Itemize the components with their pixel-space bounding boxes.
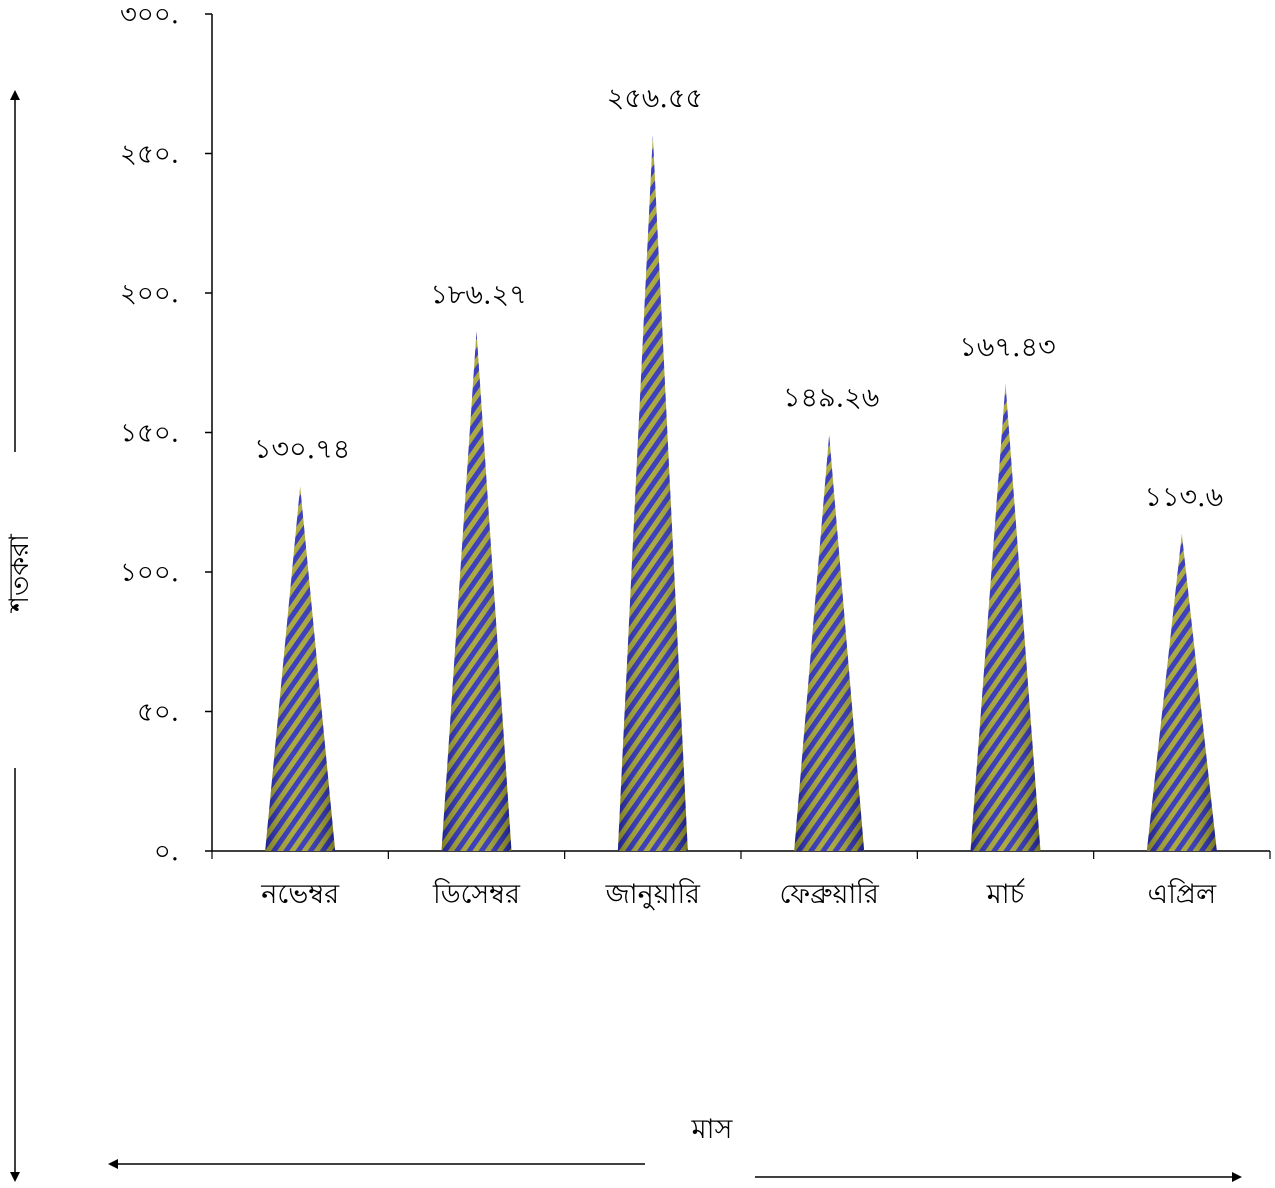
- cone-bar-shading: [441, 331, 512, 851]
- category-label: এপ্রিল: [1148, 878, 1217, 910]
- category-label: জানুয়ারি: [605, 878, 702, 910]
- value-label: ১৬৭.৪৩: [959, 332, 1055, 363]
- y-axis-title: শতকরা: [4, 533, 35, 614]
- category-label: ডিসেম্বর: [432, 878, 521, 910]
- y-tick-label: ৫০.: [137, 698, 179, 728]
- value-label-group: ১৩০.৭৪ ১৮৬.২৭ ২৫৬.৫৫ ১৪৯.২৬ ১৬৭.৪৩ ১১৩.৬: [254, 83, 1223, 513]
- value-label: ২৫৬.৫৫: [607, 83, 703, 114]
- value-label: ১১৩.৬: [1144, 482, 1223, 513]
- category-label-group: নভেম্বর ডিসেম্বর জানুয়ারি ফেব্রুয়ারি মার্চ…: [260, 878, 1217, 910]
- y-tick-label: ০.: [154, 837, 179, 867]
- category-label: ফেব্রুয়ারি: [779, 878, 880, 910]
- value-label: ১৪৯.২৬: [783, 383, 879, 414]
- y-tick-label: ১৫০.: [120, 419, 179, 449]
- cone-bar-shading: [617, 135, 688, 852]
- value-label: ১৩০.৭৪: [254, 434, 350, 465]
- cone-bar-shading: [1146, 534, 1217, 851]
- y-tick-label: ৩০০.: [120, 0, 179, 30]
- x-axis-title: মাস: [691, 1114, 734, 1145]
- y-tick-group: ০. ৫০. ১০০. ১৫০. ২০০. ২৫০. ৩০০.: [120, 0, 212, 867]
- y-tick-label: ২৫০.: [120, 140, 179, 170]
- category-label: নভেম্বর: [260, 879, 340, 910]
- cone-bar-shading: [794, 434, 865, 851]
- y-tick-label: ২০০.: [120, 279, 179, 309]
- category-label: মার্চ: [986, 878, 1025, 910]
- cone-bar-shading: [970, 383, 1041, 851]
- cone-group: [265, 135, 1217, 852]
- y-tick-label: ১০০.: [120, 558, 179, 588]
- x-tick-group: [211, 851, 1271, 859]
- value-label: ১৮৬.২৭: [430, 279, 526, 310]
- cone-bar-shading: [265, 486, 336, 851]
